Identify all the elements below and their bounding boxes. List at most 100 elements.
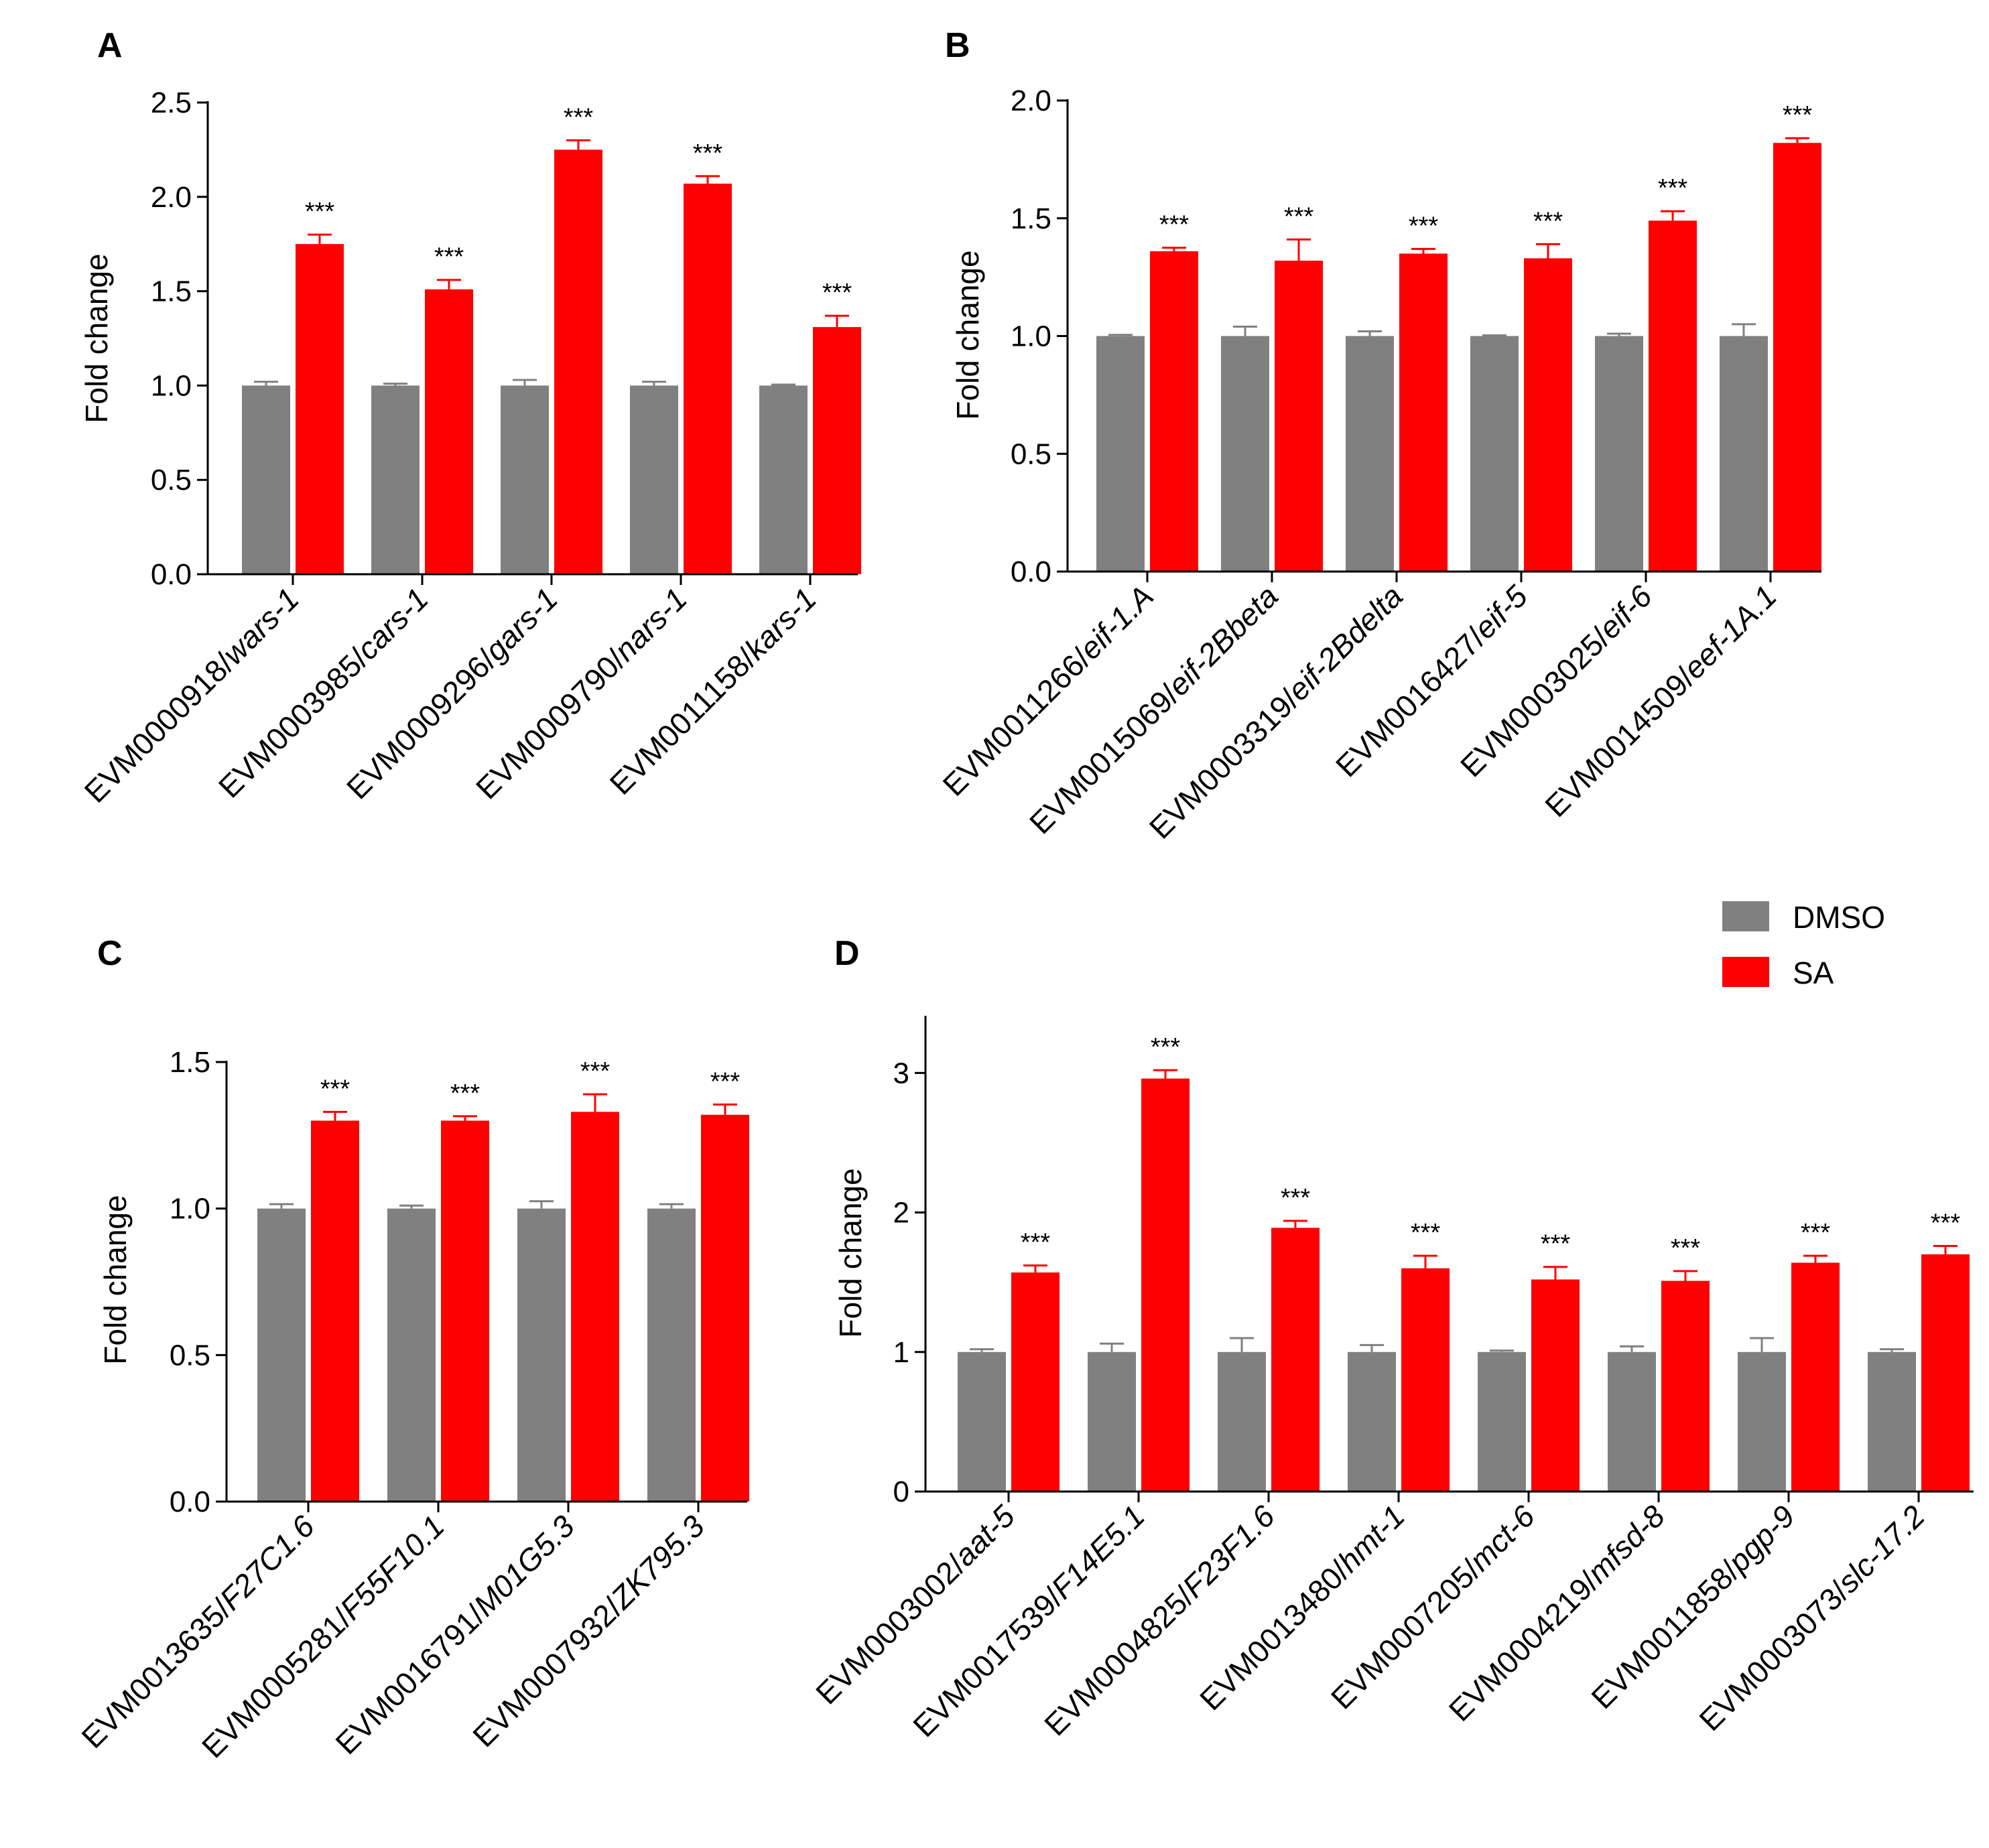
legend: DMSO SA: [1722, 900, 1885, 990]
y-tick-label: 1.0: [170, 1193, 210, 1226]
panel-c: C Fold change 0.0 0.5 1.0 1.5 *** EVM0013635/F2…: [74, 934, 749, 1764]
bar-sa: [1401, 1268, 1450, 1492]
panel-letter: B: [945, 26, 970, 65]
bar-sa: [1271, 1228, 1320, 1492]
x-tick-label: EVM0004825/F23F1.6: [1037, 1498, 1281, 1742]
x-tick-label: EVM0003985/cars-1: [212, 581, 435, 804]
x-tick-label: EVM0007932/ZK795.3: [466, 1508, 711, 1754]
significance-label: ***: [1783, 101, 1813, 129]
panel-letter: A: [97, 26, 123, 65]
significance-label: ***: [1541, 1230, 1571, 1258]
x-tick-label: EVM0005281/F55F10.1: [195, 1508, 451, 1764]
x-tick-label: EVM0003073/slc-17.2: [1692, 1498, 1931, 1737]
x-tick-label: EVM0011266/eif-1.A: [936, 578, 1161, 803]
bar-sa: [571, 1112, 619, 1502]
bar-dmso: [1218, 1351, 1266, 1492]
panel-a: A Fold change 0.0 0.5 1.0 1.5 2.0 2.5 *** EVM0000…: [78, 26, 861, 809]
bar-sa: [296, 244, 344, 574]
bar-sa: [1011, 1272, 1060, 1492]
bar-sa: [1275, 261, 1323, 572]
bar-dmso: [1096, 336, 1145, 572]
y-tick-label: 1.0: [1011, 320, 1051, 353]
significance-label: ***: [450, 1079, 480, 1108]
y-axis-label: Fold change: [833, 1168, 868, 1337]
bar-sa: [701, 1114, 749, 1502]
x-tick-label: EVM0004219/mfsd-8: [1442, 1498, 1672, 1728]
bar-sa: [441, 1120, 489, 1502]
bar-sa: [1921, 1254, 1970, 1492]
significance-label: ***: [1281, 1184, 1311, 1212]
bar-dmso: [1348, 1351, 1396, 1492]
x-tick-label: EVM0017539/F14E5.1: [906, 1498, 1151, 1743]
significance-label: ***: [1671, 1234, 1701, 1262]
y-tick-label: 0.5: [1011, 438, 1051, 470]
legend-swatch-dmso: [1722, 901, 1769, 931]
panel-letter: D: [834, 934, 860, 973]
x-tick-label: EVM0009790/nars-1: [469, 581, 694, 805]
bar-sa: [1661, 1280, 1710, 1492]
legend-label-sa: SA: [1793, 955, 1834, 990]
significance-label: ***: [1801, 1219, 1831, 1247]
bar-dmso: [1088, 1351, 1136, 1492]
bar-sa: [1399, 253, 1448, 572]
bar-sa: [311, 1120, 359, 1502]
significance-label: ***: [1151, 1033, 1181, 1061]
y-axis-label: Fold change: [79, 253, 114, 423]
bar-dmso: [647, 1208, 696, 1502]
bar-dmso: [630, 385, 678, 574]
significance-label: ***: [434, 243, 464, 271]
bar-dmso: [1346, 336, 1394, 572]
significance-label: ***: [1658, 174, 1688, 202]
bar-sa: [1649, 220, 1697, 572]
panel-letter: C: [97, 934, 123, 973]
bar-dmso: [371, 385, 420, 574]
bar-sa: [425, 289, 473, 574]
legend-label-dmso: DMSO: [1793, 900, 1885, 935]
bar-sa: [684, 184, 732, 574]
significance-label: ***: [564, 103, 594, 131]
significance-label: ***: [1411, 1219, 1441, 1247]
y-tick-label: 3: [893, 1057, 909, 1090]
y-tick-label: 2.5: [151, 86, 192, 119]
y-tick-label: 1.0: [151, 369, 192, 402]
x-tick-label: EVM0016791/M01G5.3: [328, 1508, 581, 1761]
x-tick-label: EVM0000918/wars-1: [78, 581, 306, 809]
y-tick-label: 2.0: [1011, 84, 1051, 117]
y-tick-label: 0.5: [170, 1339, 210, 1372]
significance-label: ***: [1159, 211, 1190, 239]
bar-sa: [813, 327, 861, 574]
significance-label: ***: [710, 1067, 741, 1096]
y-axis-label: Fold change: [950, 250, 985, 419]
significance-label: ***: [305, 198, 335, 226]
bar-dmso: [387, 1208, 436, 1502]
significance-label: ***: [1284, 202, 1314, 230]
y-tick-label: 0.0: [1011, 555, 1051, 588]
significance-label: ***: [693, 139, 723, 168]
bar-dmso: [1608, 1351, 1656, 1492]
bar-dmso: [1595, 336, 1643, 572]
y-tick-label: 1.5: [1011, 202, 1051, 235]
bar-sa: [1531, 1279, 1580, 1492]
bar-sa: [1791, 1262, 1840, 1492]
significance-label: ***: [580, 1057, 611, 1085]
significance-label: ***: [320, 1075, 350, 1103]
x-tick-label: EVM0003319/eif-2Bdelta: [1143, 578, 1409, 845]
y-tick-label: 2: [893, 1197, 909, 1230]
significance-label: ***: [1931, 1209, 1961, 1238]
significance-label: ***: [822, 279, 852, 307]
significance-label: ***: [1533, 207, 1563, 235]
bar-dmso: [517, 1208, 566, 1502]
bar-dmso: [1470, 336, 1519, 572]
y-tick-label: 1.5: [170, 1046, 210, 1079]
bar-dmso: [1738, 1351, 1786, 1492]
bar-sa: [1150, 251, 1198, 572]
bar-dmso: [1478, 1351, 1526, 1492]
x-tick-label: EVM0014509/eef-1A.1: [1538, 578, 1783, 823]
y-tick-label: 2.0: [151, 181, 192, 214]
bar-dmso: [242, 385, 290, 574]
bar-dmso: [501, 385, 549, 574]
bar-dmso: [1868, 1351, 1916, 1492]
bar-sa: [554, 149, 602, 574]
